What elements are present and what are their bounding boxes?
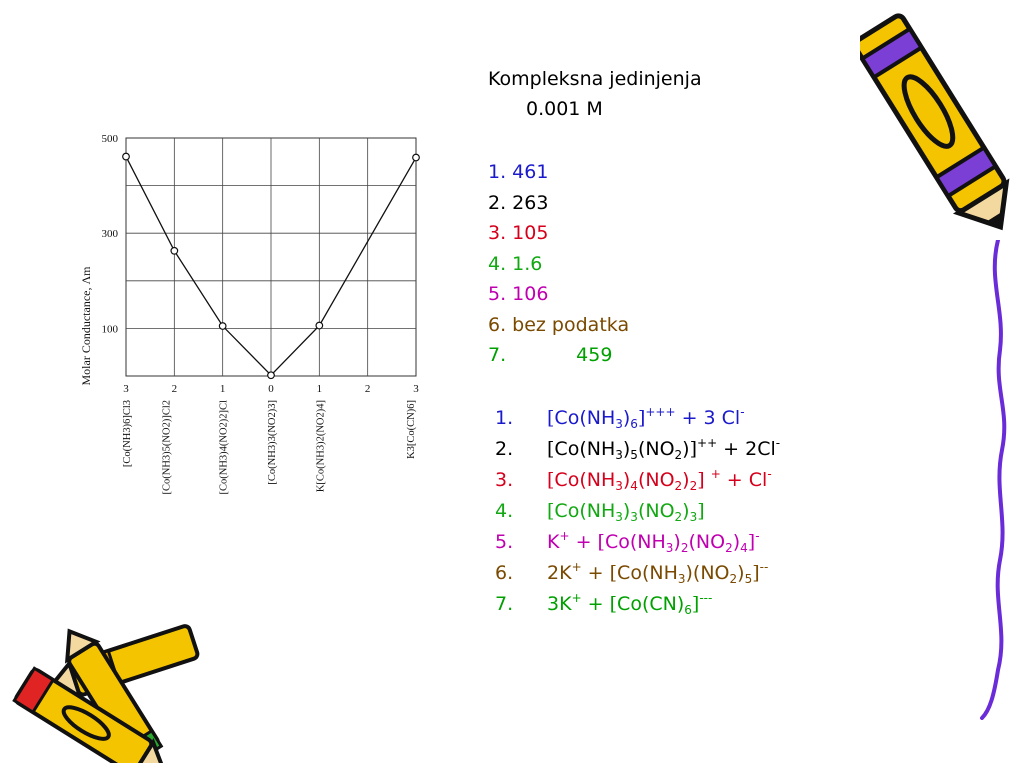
formula-text: [Co(NH3)6]+++ + 3 Cl-	[547, 405, 745, 431]
formula-text: K+ + [Co(NH3)2(NO2)4]-	[547, 529, 760, 555]
x-category-label: [Co(NH3)3(NO2)3]	[267, 400, 278, 485]
formula-text: [Co(NH3)3(NO2)3]	[547, 500, 705, 524]
data-point	[218, 322, 227, 330]
x-tick-label: 1	[317, 383, 323, 395]
x-tick-label: 3	[413, 383, 419, 395]
heading-concentration: 0.001 M	[526, 98, 603, 120]
formula-text: 2K+ + [Co(NH3)(NO2)5]--	[547, 560, 769, 586]
heading-title: Kompleksna jedinjenja	[488, 68, 702, 90]
value-item: 5. 106	[488, 279, 629, 310]
value-number: 2.	[488, 191, 513, 214]
x-axis-category-labels: [Co(NH3)6]Cl3 [Co(NH3)5(NO2)]Cl2 [Co(NH3)4…	[122, 400, 417, 495]
formula-item: 7. 3K+ + [Co(CN)6]---	[495, 589, 780, 620]
conductance-values-list: 1. 461 2. 263 3. 105 4. 1.6 5. 106 6. bez pod…	[488, 157, 629, 371]
value-number: 1.	[488, 161, 513, 183]
y-tick-label: 500	[102, 133, 119, 145]
x-category-label: K3[Co(CN)6]	[406, 400, 417, 459]
data-point	[412, 153, 420, 162]
formula-item: 6. 2K+ + [Co(NH3)(NO2)5]--	[495, 558, 780, 589]
value-item: 6. bez podatka	[488, 310, 629, 341]
value-item: 7. 459	[488, 340, 629, 371]
chart-grid	[125, 137, 417, 377]
x-tick-label: 2	[172, 383, 178, 395]
value-item: 4. 1.6	[488, 249, 629, 280]
formula-text: 3K+ + [Co(CN)6]---	[547, 591, 713, 617]
formula-number: 2.	[495, 438, 514, 460]
x-category-label: K[Co(NH3)2(NO2)4]	[315, 400, 326, 492]
data-point	[267, 371, 275, 380]
data-point	[170, 246, 179, 255]
x-category-label: [Co(NH3)4(NO2)2]Cl	[219, 400, 230, 495]
y-axis-ticks: 100 300 500	[102, 133, 119, 335]
value-text: 263	[512, 191, 549, 214]
formula-number: 7.	[495, 593, 514, 615]
formula-item: 4. [Co(NH3)3(NO2)3]	[495, 496, 780, 527]
formula-item: 2. [Co(NH3)5(NO2)]++ + 2Cl-	[495, 434, 780, 465]
value-number: 3.	[488, 222, 513, 244]
formula-text: [Co(NH3)4(NO2)2] + + Cl-	[547, 467, 772, 493]
formula-item: 5. K+ + [Co(NH3)2(NO2)4]-	[495, 527, 780, 558]
value-text: 461	[512, 161, 549, 183]
x-tick-label: 2	[365, 383, 371, 395]
purple-wavy-line	[980, 240, 1007, 720]
value-text: 1.6	[512, 252, 543, 275]
value-number: 7.	[488, 344, 513, 366]
crayons-icon	[12, 624, 200, 763]
value-item: 1. 461	[488, 157, 629, 188]
data-points	[122, 152, 420, 380]
formula-number: 3.	[495, 469, 514, 491]
formula-text: [Co(NH3)5(NO2)]++ + 2Cl-	[547, 436, 781, 462]
formula-item: 3. [Co(NH3)4(NO2)2] + + Cl-	[495, 465, 780, 496]
value-text: 459	[576, 344, 613, 366]
x-tick-label: 3	[123, 383, 129, 395]
value-text: bez podatka	[512, 313, 630, 336]
data-point	[315, 321, 324, 330]
formula-number: 1.	[495, 407, 514, 429]
complex-formulas-list: 1. [Co(NH3)6]+++ + 3 Cl- 2. [Co(NH3)5(NO2)]…	[495, 403, 780, 620]
value-item: 3. 105	[488, 218, 629, 249]
value-text: 105	[512, 222, 549, 244]
y-tick-label: 100	[102, 323, 119, 335]
value-number: 6.	[488, 313, 513, 336]
formula-number: 5.	[495, 531, 514, 553]
value-number: 4.	[488, 252, 513, 275]
value-number: 5.	[488, 283, 513, 305]
formula-number: 4.	[495, 500, 514, 522]
crayon-icon	[860, 13, 1010, 231]
x-axis-ticks: 3 2 1 0 1 2 3	[123, 383, 419, 395]
y-axis-label: Molar Conductance, Λm	[79, 266, 93, 386]
series-line	[125, 156, 417, 377]
data-point	[122, 152, 130, 161]
formula-number: 6.	[495, 562, 514, 584]
value-text: 106	[512, 283, 549, 305]
x-tick-label: 0	[268, 383, 274, 395]
value-item: 2. 263	[488, 188, 629, 219]
x-category-label: [Co(NH3)6]Cl3	[122, 400, 133, 467]
y-tick-label: 300	[102, 228, 119, 240]
heading: Kompleksna jedinjenja 0.001 M	[488, 64, 702, 124]
formula-item: 1. [Co(NH3)6]+++ + 3 Cl-	[495, 403, 780, 434]
x-tick-label: 1	[220, 383, 226, 395]
x-category-label: [Co(NH3)5(NO2)]Cl2	[161, 400, 172, 495]
